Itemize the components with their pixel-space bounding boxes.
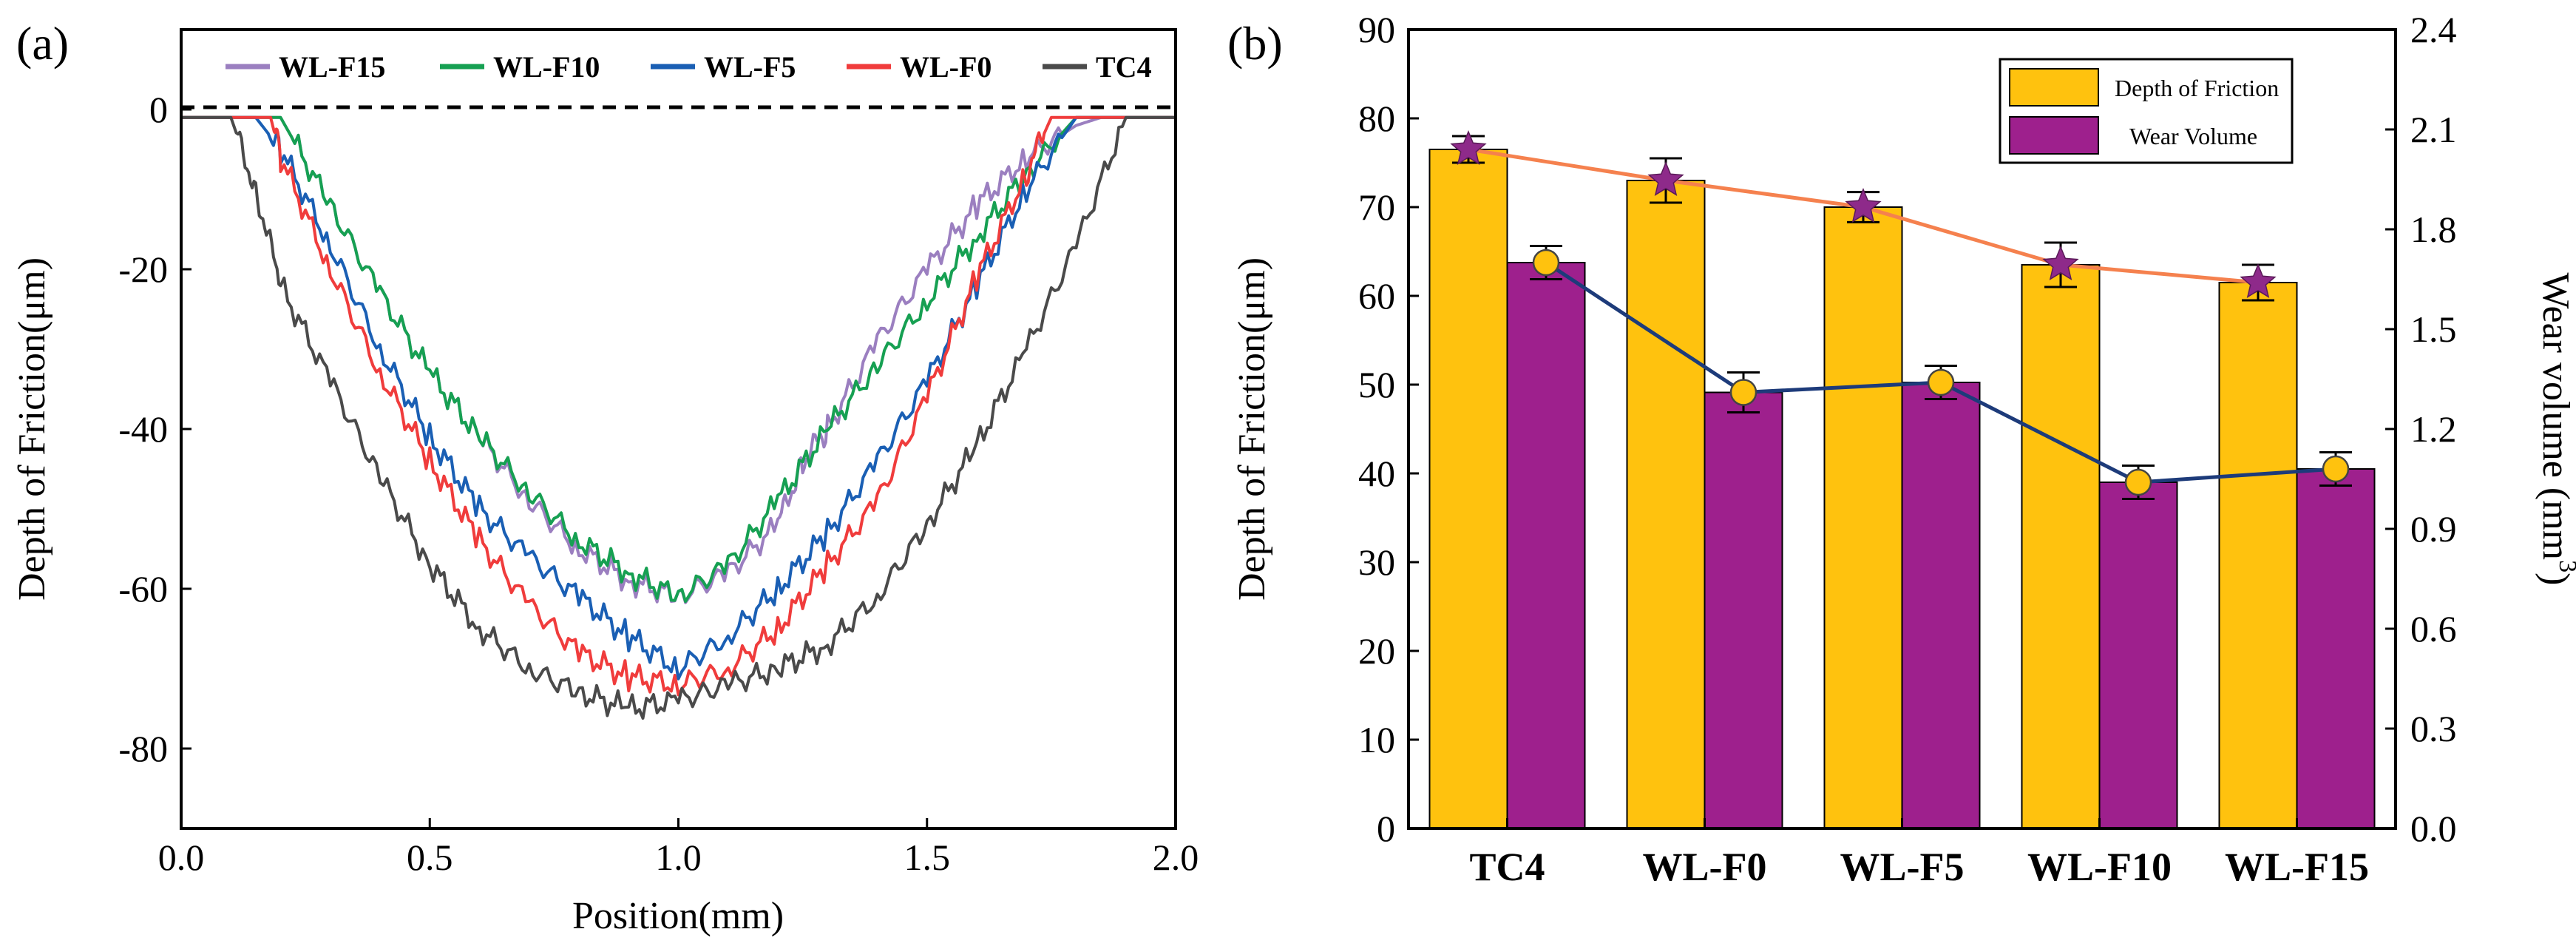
panel-b-bars: TC4 WL-F0 WL-F5 WL-F10 WL-F15 [1428,149,2376,889]
wear-point-marker [2124,468,2152,496]
bar-wear-tc4 [1506,262,1586,829]
legend-label-wl-f0: WL-F0 [900,50,992,84]
bar-depth-tc4 [1428,149,1508,829]
bar-depth-wl-f10 [2021,264,2101,829]
x-tick-label: 0.5 [407,837,453,878]
y-tick-label: 20 [1358,630,1395,672]
y2-label-sup: 3 [2554,560,2576,573]
bar-depth-wl-f0 [1626,180,1706,829]
wear-point-marker [2322,455,2350,483]
x-category-label: WL-F5 [1840,845,1965,889]
depth-point-marker [1845,188,1882,223]
y-tick-label: -40 [118,408,168,450]
wear-point-marker [1927,368,1955,396]
panel-b-trend-lines [1450,130,2352,500]
y2-tick-label: 1.8 [2410,209,2457,250]
legend-label-wear: Wear Volume [2129,123,2257,149]
legend-label-wl-f5: WL-F5 [704,50,796,84]
y-tick-label: 10 [1358,719,1395,760]
legend-label-depth: Depth of Friction [2115,75,2279,101]
y-tick-label: -20 [118,249,168,290]
y-tick-label: 30 [1358,541,1395,583]
bar-wear-wl-f10 [2098,482,2178,829]
y2-tick-label: 0.3 [2410,708,2457,749]
y2-tick-label: 1.2 [2410,408,2457,450]
panel-b-label: (b) [1227,17,1283,70]
panel-b-ticks: 0 10 20 30 40 50 60 70 80 90 0.0 0.3 0.6 0.9 1.2 1.5 1.8… [1358,9,2457,849]
x-category-label: WL-F15 [2225,845,2369,889]
y-tick-label: 70 [1358,186,1395,228]
bar-wear-wl-f0 [1704,391,1783,829]
y2-tick-label: 0.9 [2410,508,2457,550]
panel-a: (a) 0.0 0.5 1.0 1.5 2.00-20-40-60-80 WL-F15 W… [11,17,1199,937]
series-line-wl-f15 [181,115,1176,604]
wear-point-marker [1729,379,1758,406]
panel-a-x-axis-label: Position(mm) [572,895,784,937]
legend-swatch-wear [2009,116,2099,155]
panel-a-ticks: 0.0 0.5 1.0 1.5 2.0 0 -20 -40 -60 -80 [118,89,1199,878]
panel-a-label: (a) [16,17,69,70]
y2-tick-label: 1.5 [2410,308,2457,350]
panel-a-legend: WL-F15 WL-F10 WL-F5 WL-F0 TC4 [226,50,1152,84]
y-tick-label: 50 [1358,364,1395,405]
x-category-label: WL-F0 [1643,845,1767,889]
depth-point-marker [2042,246,2079,280]
bar-depth-wl-f5 [1823,206,1903,829]
series-line-wl-f5 [181,115,1176,680]
depth-point-marker [2240,263,2277,298]
y2-label-main: Wear volume (mm [2535,273,2576,561]
legend-label-tc4: TC4 [1096,50,1152,84]
panel-b-legend: Depth of Friction Wear Volume [1999,58,2294,164]
bar-depth-wl-f15 [2218,282,2298,829]
panel-a-series [181,115,1176,720]
y-tick-label: 80 [1358,98,1395,139]
depth-point-marker [1647,161,1684,196]
y-tick-label: 0 [149,89,168,130]
x-tick-label: 1.5 [904,837,951,878]
y-tick-label: -80 [118,728,168,769]
y2-tick-label: 2.1 [2410,109,2457,150]
x-tick-label: 2.0 [1153,837,1199,878]
y-tick-label: 40 [1358,453,1395,494]
panel-b-y2-axis-label: Wear volume (mm3) [2535,273,2576,586]
series-line-wl-f0 [181,115,1176,697]
x-category-label: TC4 [1469,845,1545,889]
bar-wear-wl-f5 [1901,382,1981,829]
y2-tick-label: 2.4 [2410,9,2457,50]
x-category-label: WL-F10 [2027,845,2172,889]
x-tick-label: 1.0 [655,837,702,878]
y2-tick-label: 0.0 [2410,808,2457,849]
panel-b-y-axis-label: Depth of Friction(μm) [1231,257,1273,601]
y-tick-label: 90 [1358,9,1395,50]
legend-swatch-depth [2009,68,2099,107]
series-line-tc4 [181,115,1176,720]
panel-b-frame [1407,28,2397,830]
y-tick-label: 0 [1377,808,1395,849]
depth-point-marker [1450,130,1487,165]
panel-a-frame [180,28,1177,830]
panel-b: (b) 0 10 20 30 40 50 60 70 80 90 0.0 0.3 0.6 0.9 1.2 1.… [1227,9,2576,889]
bar-wear-wl-f15 [2296,468,2376,829]
y-tick-label: 60 [1358,275,1395,317]
panel-a-y-axis-label: Depth of Friction(μm) [11,257,53,601]
x-tick-label: 0.0 [158,837,205,878]
wear-point-marker [1532,249,1560,277]
y-tick-label: -60 [118,568,168,609]
y2-label-end: ) [2535,573,2576,585]
legend-label-wl-f15: WL-F15 [279,50,385,84]
legend-label-wl-f10: WL-F10 [493,50,600,84]
y2-tick-label: 0.6 [2410,608,2457,649]
series-line-wl-f10 [181,115,1176,604]
